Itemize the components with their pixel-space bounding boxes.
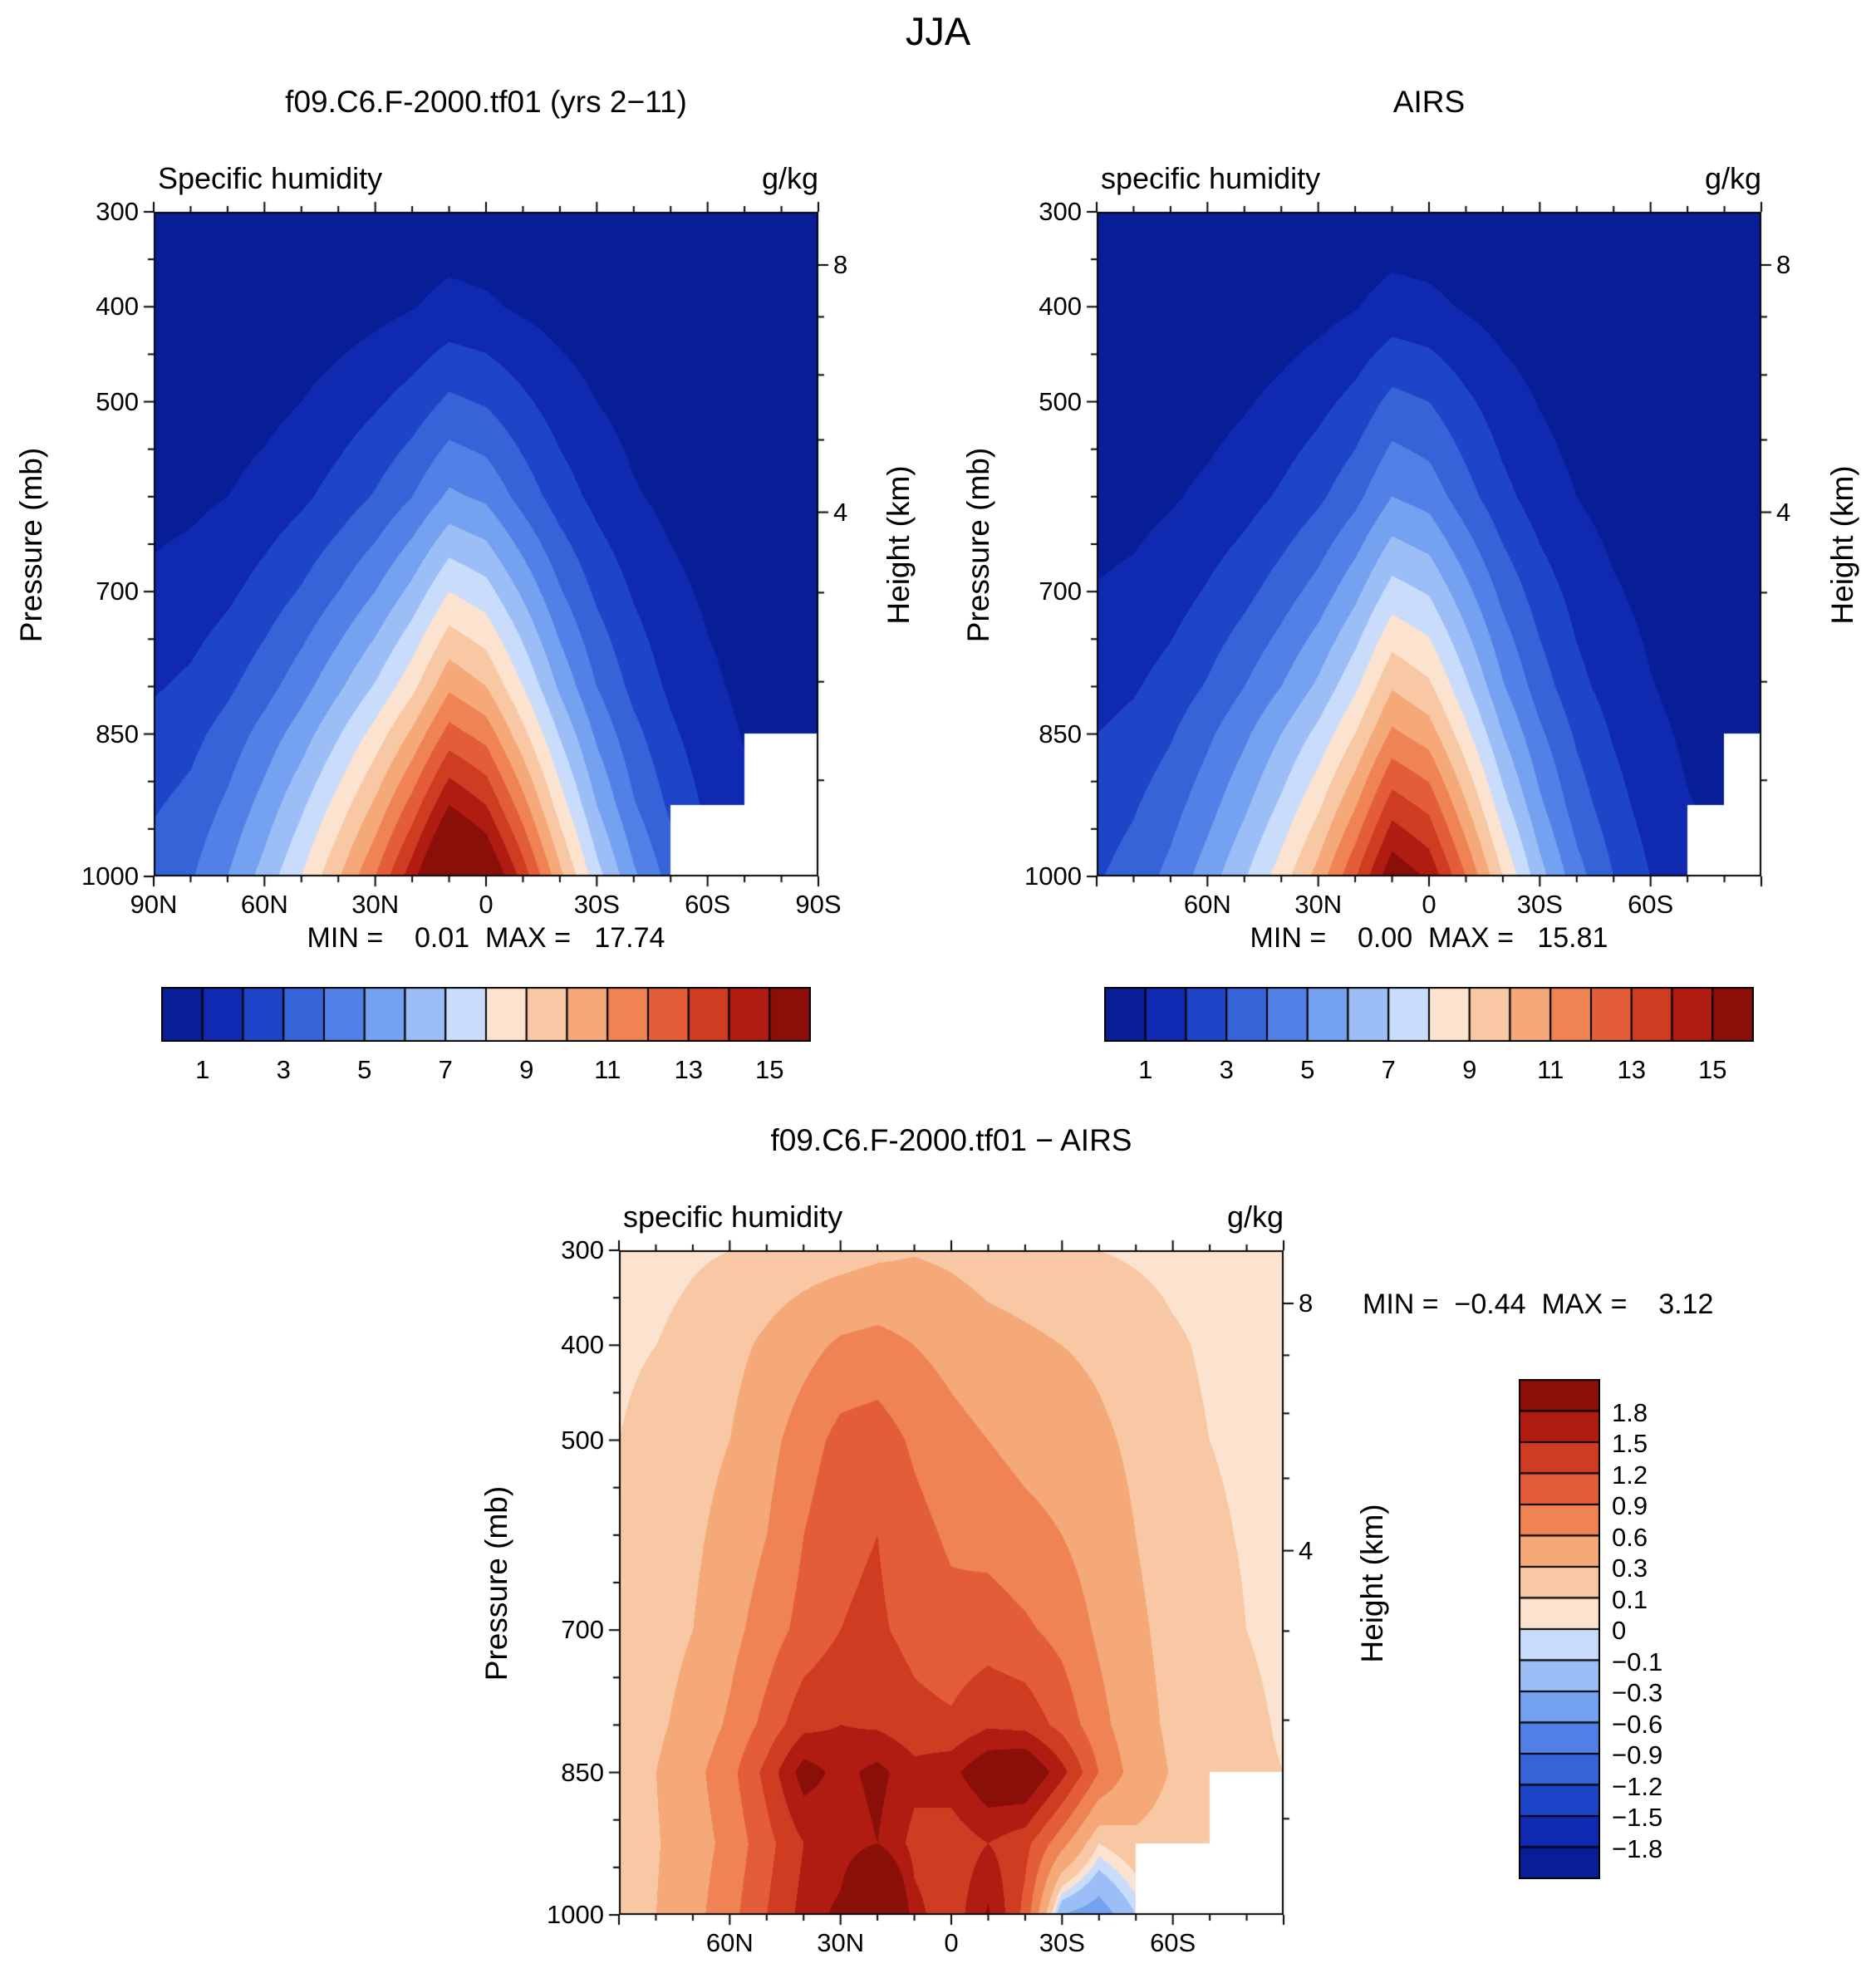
colorbar-tick-label: 3 [1219, 1055, 1234, 1084]
colorbar-tick-label: 13 [1617, 1055, 1646, 1084]
colorbar-tick-label: 15 [755, 1055, 784, 1084]
pressure-tick-label: 700 [561, 1615, 604, 1645]
colorbar-tick-label: 5 [357, 1055, 372, 1084]
colorbar-tick-label: 1.2 [1612, 1460, 1648, 1490]
x-tick-label: 30N [351, 890, 400, 919]
height-tick-label: 4 [1776, 497, 1791, 527]
colorbar-tick-label: 1 [1138, 1055, 1153, 1084]
height-tick-label: 8 [833, 249, 848, 279]
model-units-label: g/kg [761, 161, 818, 195]
airs-pressure-axis-label: Pressure (mb) [961, 447, 995, 643]
colorbar-tick-label: 7 [438, 1055, 453, 1084]
difference-height-axis-label: Height (km) [1355, 1504, 1389, 1663]
pressure-tick-label: 500 [96, 386, 139, 416]
x-tick-label: 0 [1422, 890, 1436, 919]
pressure-tick-label: 300 [561, 1235, 604, 1264]
pressure-tick-label: 500 [561, 1425, 604, 1455]
pressure-tick-label: 300 [1039, 197, 1082, 226]
x-tick-label: 0 [944, 1928, 959, 1957]
x-tick-label: 30S [1516, 890, 1563, 919]
colorbar-tick-label: −1.8 [1612, 1833, 1663, 1863]
colorbar-tick-label: −1.2 [1612, 1771, 1663, 1801]
airs-height-axis-label: Height (km) [1825, 465, 1859, 625]
x-tick-label: 0 [479, 890, 494, 919]
colorbar-tick-label: 15 [1698, 1055, 1727, 1084]
difference-panel-title: f09.C6.F-2000.tf01 − AIRS [770, 1123, 1132, 1157]
colorbar-tick-label: 0.3 [1612, 1554, 1648, 1583]
pressure-tick-label: 1000 [81, 861, 139, 891]
pressure-tick-label: 850 [1039, 719, 1082, 749]
x-tick-label: 90S [795, 890, 842, 919]
difference-subtitle: specific humidity [623, 1200, 843, 1234]
difference-minmax-text: MIN = −0.44 MAX = 3.12 [1363, 1288, 1714, 1320]
x-tick-label: 60N [705, 1928, 754, 1957]
model-minmax-text: MIN = 0.01 MAX = 17.74 [307, 922, 665, 954]
airs-panel-title: AIRS [1392, 85, 1466, 119]
pressure-tick-label: 400 [561, 1330, 604, 1360]
airs-contour-plot [1080, 195, 1778, 893]
colorbar-tick-label: 13 [674, 1055, 703, 1084]
x-tick-label: 30S [573, 890, 620, 919]
colorbar-tick-label: 11 [594, 1055, 621, 1084]
model-panel-title: f09.C6.F-2000.tf01 (yrs 2−11) [285, 85, 687, 119]
colorbar-tick-label: 5 [1300, 1055, 1315, 1084]
pressure-tick-label: 700 [1039, 577, 1082, 606]
model-pressure-axis-label: Pressure (mb) [14, 447, 48, 643]
model-subtitle: Specific humidity [158, 161, 383, 195]
x-tick-label: 60S [685, 890, 731, 919]
x-tick-label: 60S [1628, 890, 1674, 919]
height-tick-label: 8 [1299, 1288, 1314, 1318]
colorbar-tick-label: −1.5 [1612, 1803, 1663, 1832]
colorbar-tick-label: 0.6 [1612, 1522, 1648, 1552]
colorbar-tick-label: 3 [276, 1055, 291, 1084]
colorbar-tick-label: 0.1 [1612, 1584, 1648, 1614]
airs-units-label: g/kg [1704, 161, 1761, 195]
pressure-tick-label: 1000 [1024, 861, 1082, 891]
difference-contour-plot [602, 1234, 1300, 1931]
x-tick-label: 30N [817, 1928, 865, 1957]
colorbar-tick-label: 1.5 [1612, 1429, 1648, 1458]
colorbar-tick-label: 0.9 [1612, 1491, 1648, 1520]
x-tick-label: 60S [1150, 1928, 1196, 1957]
model-colorbar [161, 987, 811, 1042]
colorbar-tick-label: 9 [1462, 1055, 1477, 1084]
height-tick-label: 4 [833, 497, 848, 527]
x-tick-label: 90N [130, 890, 178, 919]
x-tick-label: 60N [240, 890, 288, 919]
airs-minmax-text: MIN = 0.00 MAX = 15.81 [1250, 922, 1608, 954]
airs-subtitle: specific humidity [1101, 161, 1321, 195]
difference-colorbar [1519, 1379, 1600, 1879]
pressure-tick-label: 400 [96, 292, 139, 322]
colorbar-tick-label: −0.1 [1612, 1647, 1663, 1676]
x-tick-label: 30N [1294, 890, 1343, 919]
difference-pressure-axis-label: Pressure (mb) [479, 1485, 513, 1681]
colorbar-tick-label: 9 [519, 1055, 534, 1084]
pressure-tick-label: 700 [96, 577, 139, 606]
difference-units-label: g/kg [1226, 1200, 1284, 1234]
colorbar-tick-label: −0.9 [1612, 1740, 1663, 1769]
pressure-tick-label: 850 [96, 719, 139, 749]
colorbar-tick-label: 11 [1537, 1055, 1564, 1084]
height-tick-label: 8 [1776, 249, 1791, 279]
pressure-tick-label: 300 [96, 197, 139, 226]
colorbar-tick-label: 1.8 [1612, 1397, 1648, 1427]
x-tick-label: 60N [1183, 890, 1231, 919]
colorbar-tick-label: −0.6 [1612, 1709, 1663, 1739]
x-tick-label: 30S [1039, 1928, 1085, 1957]
pressure-tick-label: 1000 [547, 1900, 604, 1929]
colorbar-tick-label: 0 [1612, 1616, 1627, 1645]
pressure-tick-label: 500 [1039, 386, 1082, 416]
pressure-tick-label: 850 [561, 1757, 604, 1787]
model-contour-plot [137, 195, 835, 893]
figure-title: JJA [905, 9, 971, 53]
colorbar-tick-label: −0.3 [1612, 1678, 1663, 1707]
pressure-tick-label: 400 [1039, 292, 1082, 322]
model-height-axis-label: Height (km) [882, 465, 916, 625]
colorbar-tick-label: 7 [1381, 1055, 1396, 1084]
height-tick-label: 4 [1299, 1535, 1314, 1565]
airs-colorbar [1104, 987, 1754, 1042]
colorbar-tick-label: 1 [195, 1055, 210, 1084]
